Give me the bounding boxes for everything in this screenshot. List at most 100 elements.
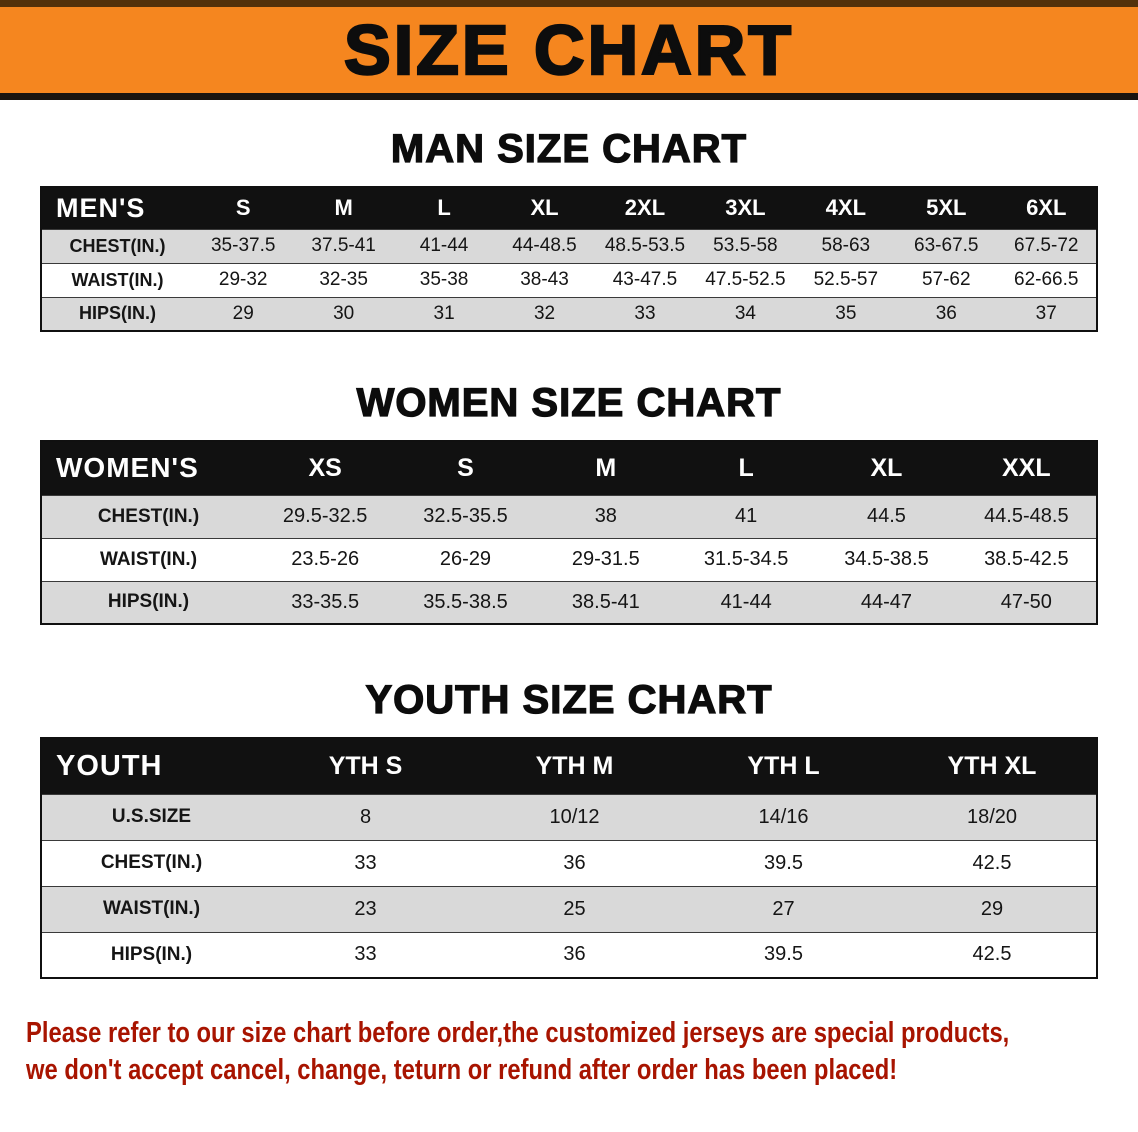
measurement-value: 35.5-38.5 bbox=[395, 580, 536, 624]
measurement-value: 26-29 bbox=[395, 537, 536, 581]
measurement-value: 32 bbox=[494, 296, 595, 331]
measurement-value: 31 bbox=[393, 296, 495, 331]
measurement-value: 53.5-58 bbox=[695, 228, 796, 263]
measurement-label: CHEST(IN.) bbox=[41, 494, 255, 538]
size-column-header: YTH S bbox=[261, 738, 470, 794]
size-column-header: L bbox=[675, 441, 817, 495]
measurement-row: CHEST(IN.) 29.5-32.5 32.5-35.5 38 41 44.5 44.5… bbox=[41, 494, 1097, 538]
youth-size-table: YOUTH YTH S YTH M YTH L YTH XL U.S.SIZE 8 10/12… bbox=[40, 737, 1098, 979]
measurement-value: 35 bbox=[795, 296, 897, 331]
measurement-label: WAIST(IN.) bbox=[41, 262, 193, 297]
mens-size-table: MEN'S S M L XL 2XL 3XL 4XL 5XL 6XL CHEST(IN.) 35-37… bbox=[40, 186, 1098, 332]
measurement-label: HIPS(IN.) bbox=[41, 296, 193, 331]
womens-size-table: WOMEN'S XS S M L XL XXL CHEST(IN.) 29.5-32.5 32.5… bbox=[40, 440, 1098, 625]
measurement-value: 29 bbox=[888, 885, 1097, 932]
measurement-value: 23.5-26 bbox=[255, 537, 396, 581]
measurement-value: 25 bbox=[470, 885, 679, 932]
measurement-value: 38-43 bbox=[494, 262, 595, 297]
measurement-value: 38.5-41 bbox=[535, 580, 676, 624]
measurement-label: HIPS(IN.) bbox=[41, 580, 255, 624]
measurement-value: 41-44 bbox=[393, 228, 495, 263]
disclaimer-line-1: Please refer to our size chart before or… bbox=[26, 1017, 1010, 1049]
measurement-label: WAIST(IN.) bbox=[41, 885, 261, 932]
measurement-value: 18/20 bbox=[888, 793, 1097, 840]
measurement-value: 37.5-41 bbox=[293, 228, 394, 263]
measurement-value: 41 bbox=[675, 494, 817, 538]
table-category-label: WOMEN'S bbox=[41, 441, 255, 495]
measurement-value: 29-31.5 bbox=[535, 537, 676, 581]
size-column-header: XXL bbox=[956, 441, 1097, 495]
measurement-value: 47-50 bbox=[956, 580, 1097, 624]
size-column-header: YTH M bbox=[470, 738, 679, 794]
measurement-value: 42.5 bbox=[888, 839, 1097, 886]
measurement-value: 29.5-32.5 bbox=[255, 494, 396, 538]
measurement-value: 29 bbox=[193, 296, 294, 331]
size-column-header: 4XL bbox=[795, 187, 897, 229]
measurement-value: 62-66.5 bbox=[996, 262, 1097, 297]
measurement-value: 29-32 bbox=[193, 262, 294, 297]
measurement-value: 36 bbox=[896, 296, 997, 331]
measurement-value: 23 bbox=[261, 885, 470, 932]
measurement-row: U.S.SIZE 8 10/12 14/16 18/20 bbox=[41, 793, 1097, 840]
measurement-label: WAIST(IN.) bbox=[41, 537, 255, 581]
measurement-value: 30 bbox=[293, 296, 394, 331]
measurement-value: 35-37.5 bbox=[193, 228, 294, 263]
banner-title: SIZE CHART bbox=[343, 11, 794, 89]
measurement-value: 37 bbox=[996, 296, 1097, 331]
measurement-row: WAIST(IN.) 23.5-26 26-29 29-31.5 31.5-34.5 34… bbox=[41, 537, 1097, 581]
measurement-value: 10/12 bbox=[470, 793, 679, 840]
measurement-value: 67.5-72 bbox=[996, 228, 1097, 263]
measurement-value: 58-63 bbox=[795, 228, 897, 263]
disclaimer-text: Please refer to our size chart before or… bbox=[0, 1015, 1138, 1089]
measurement-row: HIPS(IN.) 33-35.5 35.5-38.5 38.5-41 41-44 44-… bbox=[41, 580, 1097, 624]
table-category-label: MEN'S bbox=[41, 187, 193, 229]
measurement-label: U.S.SIZE bbox=[41, 793, 261, 840]
measurement-value: 48.5-53.5 bbox=[594, 228, 696, 263]
measurement-row: CHEST(IN.) 33 36 39.5 42.5 bbox=[41, 839, 1097, 886]
measurement-value: 39.5 bbox=[679, 931, 888, 978]
measurement-value: 38 bbox=[535, 494, 676, 538]
measurement-value: 27 bbox=[679, 885, 888, 932]
measurement-row: HIPS(IN.) 33 36 39.5 42.5 bbox=[41, 931, 1097, 978]
size-chart-banner: SIZE CHART bbox=[0, 0, 1138, 100]
measurement-label: HIPS(IN.) bbox=[41, 931, 261, 978]
size-column-header: 3XL bbox=[695, 187, 796, 229]
measurement-label: CHEST(IN.) bbox=[41, 839, 261, 886]
measurement-label: CHEST(IN.) bbox=[41, 228, 193, 263]
size-column-header: S bbox=[395, 441, 536, 495]
measurement-value: 47.5-52.5 bbox=[695, 262, 796, 297]
measurement-value: 57-62 bbox=[896, 262, 997, 297]
measurement-value: 32-35 bbox=[293, 262, 394, 297]
size-header-row: WOMEN'S XS S M L XL XXL bbox=[41, 441, 1097, 495]
measurement-value: 43-47.5 bbox=[594, 262, 696, 297]
disclaimer-line-2: we don't accept cancel, change, teturn o… bbox=[26, 1054, 898, 1087]
size-header-row: YOUTH YTH S YTH M YTH L YTH XL bbox=[41, 738, 1097, 794]
measurement-value: 35-38 bbox=[393, 262, 495, 297]
measurement-value: 63-67.5 bbox=[896, 228, 997, 263]
size-header-row: MEN'S S M L XL 2XL 3XL 4XL 5XL 6XL bbox=[41, 187, 1097, 229]
size-column-header: M bbox=[293, 187, 394, 229]
size-column-header: XL bbox=[494, 187, 595, 229]
measurement-row: HIPS(IN.) 29 30 31 32 33 34 35 36 37 bbox=[41, 296, 1097, 331]
size-column-header: L bbox=[393, 187, 495, 229]
youth-size-chart-heading: YOUTH SIZE CHART bbox=[365, 677, 773, 722]
size-column-header: XL bbox=[816, 441, 957, 495]
measurement-value: 42.5 bbox=[888, 931, 1097, 978]
measurement-value: 36 bbox=[470, 931, 679, 978]
table-category-label: YOUTH bbox=[41, 738, 261, 794]
measurement-value: 8 bbox=[261, 793, 470, 840]
size-column-header: YTH XL bbox=[888, 738, 1097, 794]
measurement-value: 52.5-57 bbox=[795, 262, 897, 297]
measurement-row: CHEST(IN.) 35-37.5 37.5-41 41-44 44-48.5 48.5… bbox=[41, 228, 1097, 263]
measurement-value: 44-48.5 bbox=[494, 228, 595, 263]
measurement-value: 33 bbox=[261, 931, 470, 978]
measurement-row: WAIST(IN.) 29-32 32-35 35-38 38-43 43-47.5 47.… bbox=[41, 262, 1097, 297]
size-column-header: 6XL bbox=[996, 187, 1097, 229]
measurement-value: 32.5-35.5 bbox=[395, 494, 536, 538]
measurement-value: 31.5-34.5 bbox=[675, 537, 817, 581]
measurement-value: 33 bbox=[594, 296, 696, 331]
size-column-header: S bbox=[193, 187, 294, 229]
women-size-chart-heading: WOMEN SIZE CHART bbox=[356, 380, 782, 425]
measurement-value: 44.5-48.5 bbox=[956, 494, 1097, 538]
measurement-value: 44.5 bbox=[816, 494, 957, 538]
